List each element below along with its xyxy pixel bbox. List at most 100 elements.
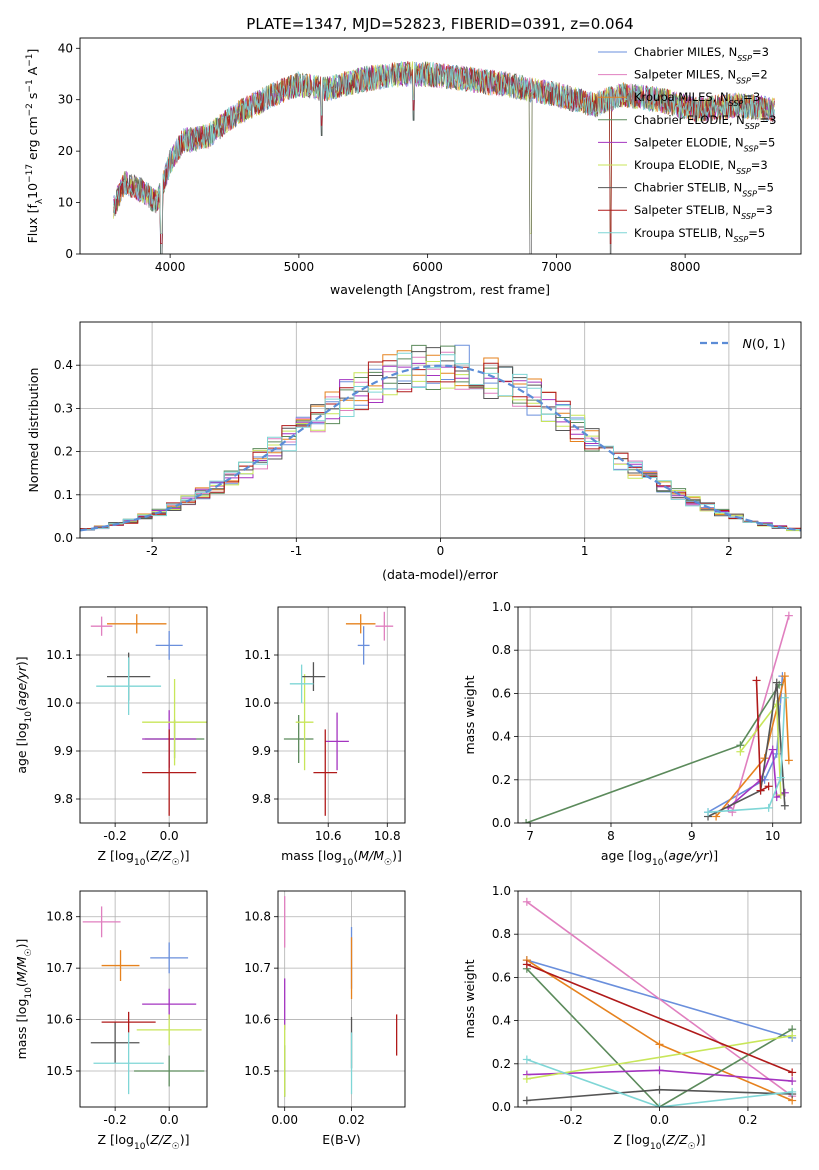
figure-title: PLATE=1347, MJD=52823, FIBERID=0391, z=0…: [246, 15, 633, 33]
x-tick-label: -0.2: [103, 1113, 126, 1127]
y-tick-label: 0.4: [54, 358, 73, 372]
x-tick-label: 0.0: [650, 1113, 669, 1127]
weight-line: [525, 684, 780, 823]
y-tick-label: 0.0: [492, 1100, 511, 1114]
x-tick-label: 10.8: [374, 829, 401, 843]
x-tick-label: 0.0: [160, 1113, 179, 1127]
plot-area: [113, 60, 776, 254]
y-tick-label: 10: [58, 196, 73, 210]
legend-label: Salpeter MILES, NSSP=2: [634, 68, 768, 86]
legend-label: Kroupa MILES, NSSP=3: [634, 90, 760, 108]
x-tick-label: 5000: [284, 260, 315, 274]
x-tick-label: 0.00: [271, 1113, 298, 1127]
axes-frame: [277, 890, 406, 1108]
y-tick-label: 0.6: [492, 970, 511, 984]
x-tick-label: -0.2: [559, 1113, 582, 1127]
weight-line: [715, 675, 790, 818]
x-tick-label: 0.02: [338, 1113, 365, 1127]
panel-mass_vs_EBV: 0.00 0.02 10.5 10.6 10.7 10.8 E(B-V): [244, 890, 406, 1147]
y-tick-label: 0.0: [492, 816, 511, 830]
y-tick-label: 0.4: [492, 1014, 511, 1028]
y-tick-label: 0.2: [492, 1057, 511, 1071]
x-tick-label: -0.2: [103, 829, 126, 843]
y-tick-label: 9.9: [252, 744, 271, 758]
plot-area: [284, 896, 398, 1097]
x-tick-label: 8: [607, 829, 615, 843]
panel-weight_vs_Z: -0.2 0.0 0.2 0.0 0.2 0.4 0.6 0.8 1.0 Z [log10(Z/Z…: [462, 884, 802, 1152]
y-axis-label: age [log10(age/yr)]: [14, 656, 34, 773]
legend-label: Kroupa ELODIE, NSSP=3: [634, 158, 768, 176]
x-tick-label: 9: [688, 829, 696, 843]
histogram-series: [80, 360, 801, 530]
y-tick-label: 30: [58, 93, 73, 107]
panel-weight_vs_age: 7 8 9 10 0.0 0.2 0.4 0.6 0.8 1.0 age [log10(age/yr…: [462, 600, 802, 868]
x-tick-label: 7000: [541, 260, 572, 274]
panel-mass_vs_Z: -0.2 0.0 10.5 10.6 10.7 10.8 Z [log10(Z/Z☉)] ma…: [14, 890, 208, 1152]
x-tick-label: 0: [437, 544, 445, 558]
y-tick-label: 10.8: [46, 910, 73, 924]
y-tick-label: 1.0: [492, 884, 511, 898]
y-axis-label: mass weight: [462, 675, 477, 754]
weight-line: [707, 697, 786, 813]
x-axis-label: (data-model)/error: [382, 567, 499, 582]
x-tick-label: 10: [765, 829, 780, 843]
x-tick-label: 4000: [155, 260, 186, 274]
y-tick-label: 9.8: [54, 792, 73, 806]
y-tick-label: 10.6: [46, 1013, 73, 1027]
weight-line: [707, 682, 786, 818]
legend-label: N(0, 1): [743, 336, 786, 351]
legend-label: Chabrier STELIB, NSSP=5: [634, 181, 774, 199]
x-tick-label: -1: [290, 544, 302, 558]
plot-area: [90, 614, 207, 816]
legend-label: Chabrier ELODIE, NSSP=3: [634, 113, 776, 131]
panel-residuals: -2 -1 0 1 2 0.0 0.1 0.2 0.3 0.4 (data-model)/error…: [26, 321, 802, 582]
y-tick-label: 0.1: [54, 488, 73, 502]
x-axis-label: Z [log10(Z/Z☉)]: [614, 1132, 706, 1152]
x-axis-label: mass [log10(M/M☉)]: [281, 848, 402, 868]
y-axis-label: mass weight: [462, 959, 477, 1038]
plot-area: [522, 611, 793, 823]
x-axis-label: wavelength [Angstrom, rest frame]: [330, 282, 550, 297]
x-axis-label: Z [log10(Z/Z☉)]: [98, 1132, 190, 1152]
axes-frame: [79, 890, 208, 1108]
spectrum-line: [113, 60, 776, 234]
plot-area: [82, 906, 205, 1095]
legend-label: Salpeter STELIB, NSSP=3: [634, 203, 773, 221]
y-tick-label: 0.2: [54, 445, 73, 459]
weight-line: [526, 901, 793, 1097]
axes-frame: [517, 606, 802, 824]
x-axis-label: E(B-V): [322, 1132, 361, 1147]
panel-spectrum: 4000 5000 6000 7000 8000 0 10 20 30 40 wavelength …: [25, 37, 802, 297]
y-tick-label: 20: [58, 144, 73, 158]
legend: Chabrier MILES, NSSP=3 Salpeter MILES, NS…: [598, 45, 776, 243]
y-tick-label: 10.0: [244, 696, 271, 710]
x-tick-label: 8000: [670, 260, 701, 274]
y-tick-label: 0.0: [54, 531, 73, 545]
panels: 4000 5000 6000 7000 8000010203040wavelength …: [14, 37, 802, 1152]
axes-frame: [79, 606, 208, 824]
y-axis-label: Normed distribution: [26, 368, 41, 493]
axes-frame: [79, 37, 802, 255]
plot-area: [283, 611, 394, 816]
weight-line: [526, 963, 793, 1074]
y-tick-label: 10.7: [46, 961, 73, 975]
y-tick-label: 9.9: [54, 744, 73, 758]
x-axis-label: age [log10(age/yr)]: [601, 848, 718, 868]
y-tick-label: 40: [58, 41, 73, 55]
axes-frame: [277, 606, 406, 824]
x-tick-label: 1: [581, 544, 589, 558]
weight-line: [526, 1058, 793, 1107]
x-tick-label: -2: [146, 544, 158, 558]
x-tick-label: 7: [526, 829, 534, 843]
y-tick-label: 9.8: [252, 792, 271, 806]
y-tick-label: 0.6: [492, 686, 511, 700]
histogram-series: [80, 352, 801, 531]
y-tick-label: 10.8: [244, 910, 271, 924]
y-axis-label: mass [log10(M/M☉)]: [14, 939, 34, 1060]
weight-line: [526, 1034, 793, 1080]
plot-area: [80, 344, 801, 532]
y-tick-label: 10.0: [46, 696, 73, 710]
y-tick-label: 10.1: [46, 648, 73, 662]
legend-label: Kroupa STELIB, NSSP=5: [634, 226, 765, 244]
